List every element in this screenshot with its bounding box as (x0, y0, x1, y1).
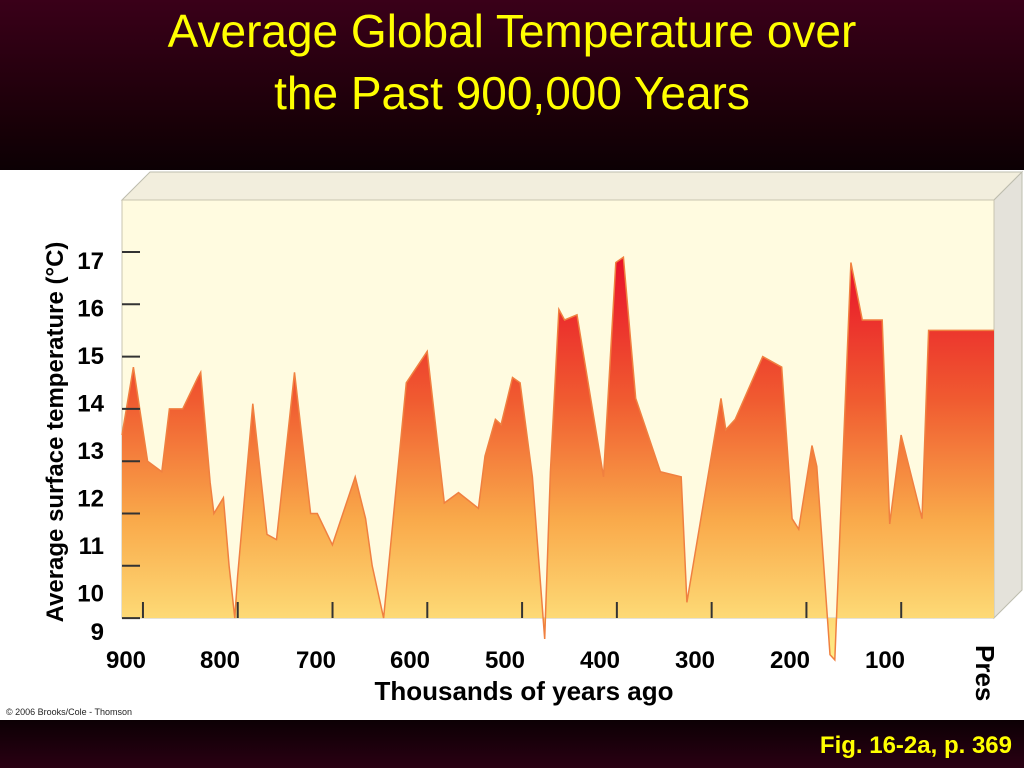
x-tick-label: 900 (106, 647, 146, 674)
x-tick-label: 600 (390, 647, 430, 674)
copyright-credit: © 2006 Brooks/Cole - Thomson (6, 707, 133, 717)
x-tick-label: 200 (770, 647, 810, 674)
x-axis-ticks (141, 602, 903, 618)
title-line-2: the Past 900,000 Years (274, 67, 750, 119)
x-axis-label: Thousands of years ago (374, 676, 673, 706)
x-tick-label: 700 (296, 647, 336, 674)
temperature-area (122, 257, 994, 660)
x-axis-tick-labels: 900 800 700 600 500 400 300 200 100 Pres (106, 645, 1000, 701)
x-tick-label: 100 (865, 647, 905, 674)
box-top-face (120, 171, 1024, 201)
x-tick-label-present: Pres (970, 645, 1000, 701)
y-tick-label: 11 (79, 533, 104, 560)
y-tick-label: 17 (77, 248, 104, 275)
y-tick-label: 9 (91, 619, 104, 646)
y-tick-label: 13 (77, 438, 104, 465)
y-axis-label: Average surface temperature (°C) (42, 242, 69, 623)
slide-title: Average Global Temperature over the Past… (0, 0, 1024, 124)
title-line-1: Average Global Temperature over (167, 5, 857, 57)
y-axis-ticks (122, 251, 140, 620)
y-axis-tick-labels: 9 10 11 12 13 14 15 16 17 (77, 248, 104, 646)
x-tick-label: 300 (675, 647, 715, 674)
y-tick-label: 15 (77, 343, 104, 370)
y-tick-label: 10 (77, 581, 104, 608)
x-tick-label: 800 (200, 647, 240, 674)
x-tick-label: 400 (580, 647, 620, 674)
y-tick-label: 16 (77, 296, 104, 323)
figure-reference: Fig. 16-2a, p. 369 (819, 732, 1012, 759)
box-right-face (993, 170, 1023, 620)
y-tick-label: 12 (77, 486, 104, 513)
x-tick-label: 500 (485, 647, 525, 674)
y-tick-label: 14 (77, 391, 104, 418)
temperature-line (121, 255, 994, 662)
